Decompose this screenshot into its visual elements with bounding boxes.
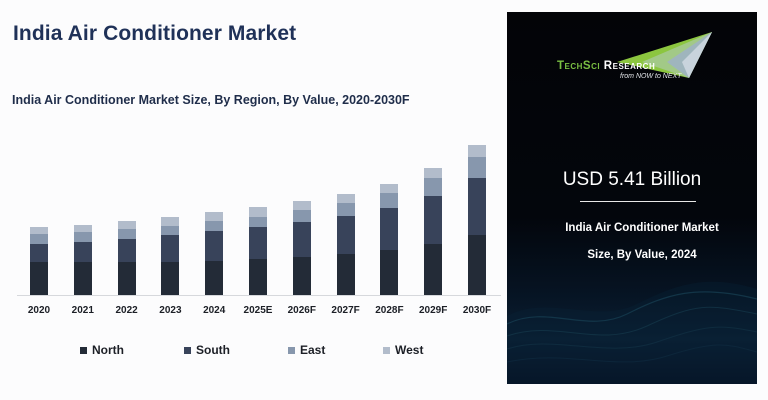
chart-subtitle: India Air Conditioner Market Size, By Re… bbox=[12, 93, 410, 107]
bar-2029F bbox=[424, 168, 443, 295]
bar-segment-north bbox=[380, 249, 399, 295]
divider-line bbox=[580, 201, 696, 202]
market-value: USD 5.41 Billion bbox=[562, 169, 702, 190]
bar-segment-south bbox=[117, 239, 136, 263]
summary-panel: TechSci Research from NOW to NEXT USD 5.… bbox=[507, 12, 757, 384]
bar-2028F bbox=[380, 183, 399, 295]
bar-2022 bbox=[117, 221, 136, 295]
legend-swatch-icon bbox=[288, 346, 295, 354]
bar-2030F bbox=[468, 144, 486, 295]
x-tick-label: 2027F bbox=[331, 305, 360, 316]
x-tick-label: 2028F bbox=[375, 305, 404, 316]
x-tick-label: 2026F bbox=[287, 305, 316, 316]
bar-segment-north bbox=[468, 235, 486, 295]
bar-segment-west bbox=[292, 201, 311, 211]
legend-item-south: South bbox=[184, 343, 230, 357]
logo-techsci-text: TechSci bbox=[557, 60, 601, 72]
bar-segment-south bbox=[424, 196, 443, 245]
bar-segment-east bbox=[73, 232, 92, 243]
bar-segment-east bbox=[468, 156, 486, 178]
bar-2020 bbox=[30, 227, 48, 295]
bar-segment-west bbox=[249, 206, 267, 217]
bar-segment-north bbox=[73, 262, 92, 295]
bar-segment-south bbox=[73, 242, 92, 262]
bar-segment-east bbox=[424, 178, 443, 197]
bar-segment-south bbox=[380, 207, 399, 250]
bar-segment-west bbox=[73, 225, 92, 233]
bar-segment-north bbox=[117, 262, 136, 295]
bar-segment-north bbox=[424, 244, 443, 295]
x-axis-line bbox=[17, 295, 501, 296]
logo-research-text: Research bbox=[603, 60, 656, 72]
techsci-logo: TechSci Research from NOW to NEXT bbox=[507, 12, 757, 92]
bar-segment-west bbox=[380, 183, 399, 193]
bar-segment-south bbox=[161, 235, 180, 263]
bar-segment-east bbox=[117, 229, 136, 240]
bar-segment-south bbox=[292, 222, 311, 258]
x-tick-label: 2023 bbox=[159, 305, 182, 316]
x-tick-label: 2022 bbox=[115, 305, 138, 316]
bar-2026F bbox=[292, 201, 311, 295]
logo-tagline: from NOW to NEXT bbox=[620, 73, 682, 80]
bar-segment-east bbox=[205, 220, 224, 231]
bar-segment-west bbox=[336, 193, 355, 203]
legend-label: North bbox=[92, 343, 124, 357]
bar-segment-east bbox=[292, 210, 311, 223]
legend-swatch-icon bbox=[383, 346, 390, 354]
bar-segment-west bbox=[424, 168, 443, 179]
bar-2023 bbox=[161, 216, 180, 295]
legend-item-north: North bbox=[80, 343, 124, 357]
x-tick-label: 2029F bbox=[419, 305, 448, 316]
x-tick-label: 2024 bbox=[203, 305, 226, 316]
bar-segment-north bbox=[249, 258, 267, 295]
page-title: India Air Conditioner Market bbox=[13, 22, 297, 45]
x-tick-label: 2020 bbox=[27, 305, 51, 316]
bar-segment-south bbox=[205, 230, 224, 261]
arrow-logo-icon bbox=[617, 32, 712, 78]
bar-segment-south bbox=[249, 226, 267, 259]
bar-segment-south bbox=[30, 244, 48, 263]
legend-item-west: West bbox=[383, 343, 423, 357]
legend-label: West bbox=[395, 343, 424, 357]
bar-segment-west bbox=[161, 216, 180, 226]
bar-2021 bbox=[73, 225, 92, 295]
bar-segment-west bbox=[117, 221, 136, 230]
bar-segment-east bbox=[380, 192, 399, 208]
x-tick-label: 2025E bbox=[243, 305, 273, 316]
bar-segment-west bbox=[30, 227, 48, 235]
chart-legend: North South East West bbox=[0, 343, 500, 359]
legend-swatch-icon bbox=[184, 346, 191, 354]
bar-segment-east bbox=[161, 225, 180, 236]
market-description-line2: Size, By Value, 2024 bbox=[587, 249, 697, 261]
bar-2025E bbox=[249, 206, 267, 295]
bar-segment-south bbox=[336, 215, 355, 254]
x-tick-label: 2021 bbox=[71, 305, 94, 316]
x-tick-label: 2030F bbox=[462, 305, 492, 316]
bar-segment-east bbox=[249, 216, 267, 227]
stacked-bar-chart: 2020 2021 2022 2023 2024 2025E 2026F 2027F 2028F… bbox=[17, 120, 501, 320]
wave-background-graphic bbox=[507, 281, 757, 384]
bar-segment-north bbox=[30, 262, 48, 295]
bar-segment-north bbox=[161, 262, 180, 295]
bar-segment-west bbox=[468, 144, 486, 157]
bar-segment-north bbox=[336, 253, 355, 295]
legend-label: East bbox=[300, 343, 326, 357]
bar-segment-east bbox=[336, 202, 355, 216]
bar-segment-south bbox=[468, 177, 486, 236]
bar-segment-east bbox=[30, 234, 48, 245]
legend-item-east: East bbox=[288, 343, 325, 357]
market-description-line1: India Air Conditioner Market bbox=[565, 222, 719, 234]
bar-2024 bbox=[205, 211, 224, 295]
bar-2027F bbox=[336, 193, 355, 295]
legend-swatch-icon bbox=[80, 346, 87, 354]
legend-label: South bbox=[196, 343, 230, 357]
bar-segment-north bbox=[292, 257, 311, 295]
bar-segment-west bbox=[205, 211, 224, 221]
bar-segment-north bbox=[205, 260, 224, 295]
